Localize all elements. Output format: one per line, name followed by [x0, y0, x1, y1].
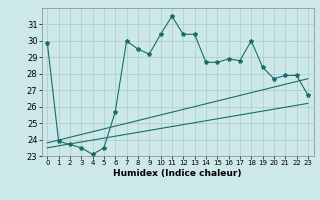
X-axis label: Humidex (Indice chaleur): Humidex (Indice chaleur) — [113, 169, 242, 178]
